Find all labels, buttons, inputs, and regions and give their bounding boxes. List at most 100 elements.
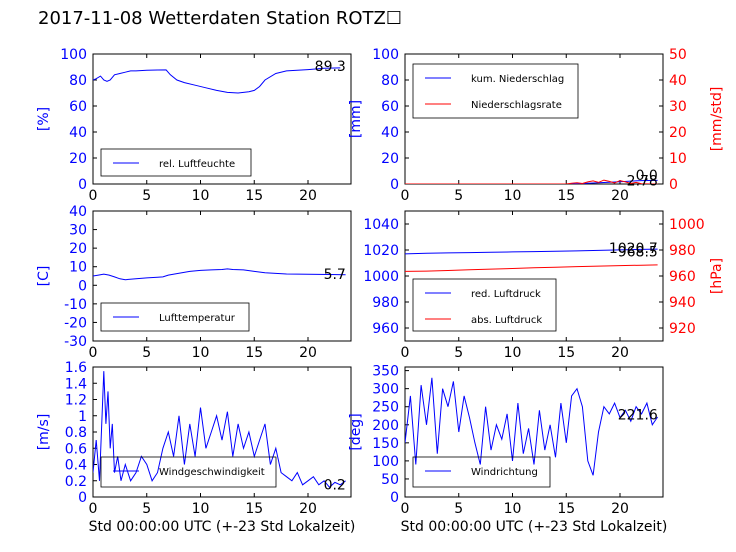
y-tick-label: 0	[78, 177, 87, 193]
x-tick-label: 20	[299, 345, 317, 361]
x-tick-label: 10	[504, 345, 522, 361]
y-tick-label: 150	[372, 436, 399, 452]
y2-tick-label: 10	[669, 151, 687, 167]
y-tick-label: -30	[64, 334, 87, 350]
y2-tick-label: 940	[669, 295, 696, 311]
x-axis-label: Std 00:00:00 UTC (+-23 Std Lokalzeit)	[89, 519, 356, 535]
y2-tick-label: 0	[669, 177, 678, 193]
y2-tick-label: 50	[669, 47, 687, 63]
current-value-label: 0.2	[324, 478, 346, 494]
y-tick-label: 20	[381, 151, 399, 167]
series-line-niederschlagsrate	[405, 179, 658, 184]
current-value2-label: 968.5	[618, 245, 658, 261]
x-tick-label: 0	[401, 501, 410, 517]
y-tick-label: 100	[60, 47, 87, 63]
y2-tick-label: 30	[669, 99, 687, 115]
chart-panel-temperature: 0 5 10 15 20 -30 -20 -10 0 10 20 30 40 [C] Lufttempera…	[36, 204, 352, 361]
chart-panel-humidity: 0 5 10 15 20 0 20 40 60 80 100 [%] rel. Luftfeuchte 8…	[36, 47, 352, 204]
chart-panel-pressure: 0 5 10 15 20 960 980 1000 1020 1040 920 940 960 980 10…	[363, 210, 725, 361]
series-line-rel-luftfeuchte	[93, 67, 341, 94]
y-tick-label: 0	[78, 278, 87, 294]
legend-box	[412, 456, 551, 488]
y-tick-label: 40	[381, 125, 399, 141]
current-value2-label: 0.0	[636, 168, 658, 184]
x-tick-label: 0	[89, 188, 98, 204]
y-tick-label: 980	[372, 295, 399, 311]
y-tick-label: 350	[372, 364, 399, 380]
legend-label: Windgeschwindigkeit	[159, 467, 265, 478]
legend-label: Windrichtung	[471, 467, 538, 478]
legend-box	[412, 63, 579, 119]
plot-frame	[404, 366, 664, 498]
x-tick-label: 5	[454, 501, 463, 517]
x-tick-label: 0	[401, 345, 410, 361]
x-tick-label: 10	[504, 501, 522, 517]
chart-panel-wind_speed: 0 5 10 15 2000.20.40.60.811.21.41.6[m/s]Wind…	[36, 360, 352, 517]
x-tick-label: 10	[504, 188, 522, 204]
x-tick-label: 10	[192, 501, 210, 517]
y-tick-label: 60	[381, 99, 399, 115]
x-tick-label: 5	[142, 501, 151, 517]
y-tick-label: 50	[381, 472, 399, 488]
y-tick-label: 1000	[363, 269, 399, 285]
y-tick-label: 100	[372, 47, 399, 63]
y-tick-label: 0.2	[65, 474, 87, 490]
y-tick-label: -10	[64, 297, 87, 313]
y-tick-label: 1.4	[65, 376, 87, 392]
y2-axis-label: [mm/std]	[709, 87, 725, 152]
y-tick-label: 0.6	[65, 441, 87, 457]
y-tick-label: 1.2	[65, 393, 87, 409]
y-tick-label: 1.6	[65, 360, 87, 376]
y-axis-label: [deg]	[348, 413, 364, 450]
legend-box	[100, 302, 250, 332]
y-tick-label: 40	[69, 204, 87, 220]
y-tick-label: 0	[78, 490, 87, 506]
y-tick-label: 300	[372, 382, 399, 398]
y-tick-label: -20	[64, 315, 87, 331]
y2-tick-label: 980	[669, 243, 696, 259]
series-line-abs-luftdruck	[405, 264, 658, 272]
current-value-label: 89.3	[315, 59, 346, 75]
x-tick-label: 10	[192, 345, 210, 361]
legend-label: kum. Niederschlag	[471, 74, 564, 85]
y-tick-label: 60	[69, 99, 87, 115]
y2-tick-label: 1000	[669, 217, 705, 233]
x-tick-label: 20	[611, 345, 629, 361]
legend-label: rel. Luftfeuchte	[159, 159, 235, 170]
y2-tick-label: 40	[669, 73, 687, 89]
chart-panel-wind_dir: 0 5 10 15 20050100150200250300350[deg]Windri…	[348, 364, 664, 517]
y2-tick-label: 960	[669, 269, 696, 285]
y-tick-label: 0.4	[65, 458, 87, 474]
y-tick-label: 200	[372, 418, 399, 434]
current-value-label: 221.6	[618, 407, 658, 423]
plot-frame	[92, 53, 352, 185]
series-line-windgeschwindigkeit	[93, 371, 346, 489]
y-tick-label: 30	[69, 223, 87, 239]
y-tick-label: 10	[69, 260, 87, 276]
x-tick-label: 10	[192, 188, 210, 204]
y-tick-label: 1	[78, 409, 87, 425]
y2-axis-label: [hPa]	[709, 258, 725, 294]
y-tick-label: 100	[372, 454, 399, 470]
chart-title: 2017-11-08 Wetterdaten Station ROTZ☐	[38, 8, 402, 29]
y-tick-label: 0.8	[65, 425, 87, 441]
series-line-kum-niederschlag	[405, 179, 658, 184]
y-tick-label: 40	[69, 125, 87, 141]
y-tick-label: 1020	[363, 243, 399, 259]
x-tick-label: 5	[454, 345, 463, 361]
x-tick-label: 15	[557, 188, 575, 204]
legend-label: abs. Luftdruck	[471, 315, 542, 326]
x-tick-label: 20	[611, 501, 629, 517]
current-value-label: 2.78	[627, 174, 658, 190]
y-axis-label: [m/s]	[36, 414, 52, 451]
y-tick-label: 1040	[363, 217, 399, 233]
x-tick-label: 15	[557, 501, 575, 517]
series-line-windrichtung	[405, 377, 659, 476]
legend-label: Lufttemperatur	[159, 313, 236, 324]
y2-tick-label: 920	[669, 321, 696, 337]
y-tick-label: 960	[372, 321, 399, 337]
x-tick-label: 0	[401, 188, 410, 204]
y-tick-label: 80	[69, 73, 87, 89]
y-axis-label: [mm]	[348, 100, 364, 138]
